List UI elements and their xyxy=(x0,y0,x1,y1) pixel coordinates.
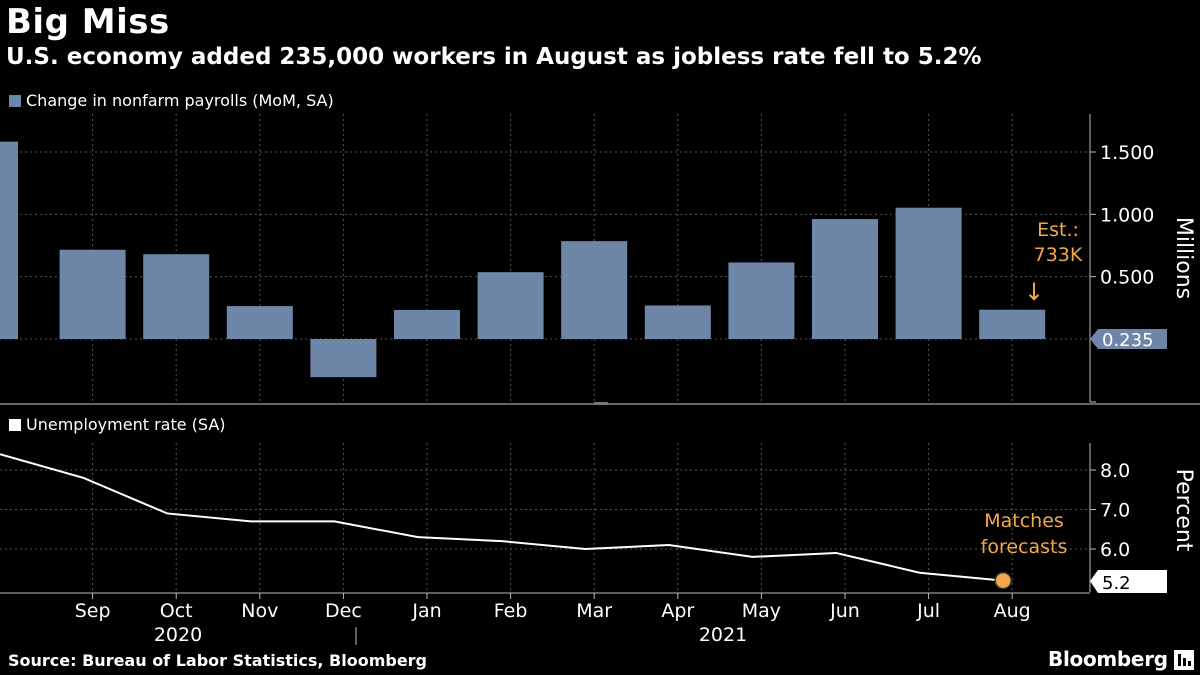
x-month-label: May xyxy=(742,600,781,622)
line-ytick-label: 8.0 xyxy=(1100,460,1130,482)
annotations: 0.235 5.2 Est.: 733K ↓ Matches forecasts xyxy=(981,219,1167,594)
chart-subtitle: U.S. economy added 235,000 workers in Au… xyxy=(6,44,982,70)
bar-ylabel: Millions xyxy=(1171,217,1196,299)
payroll-bar xyxy=(561,241,628,339)
x-month-label: Feb xyxy=(494,600,528,622)
payroll-bar xyxy=(644,305,711,339)
source-note: Source: Bureau of Labor Statistics, Bloo… xyxy=(8,651,428,670)
payroll-bars xyxy=(0,141,1046,378)
line-grid xyxy=(0,443,1090,592)
payroll-bar xyxy=(394,309,460,339)
estimate-annotation-line1: Est.: xyxy=(1037,219,1079,241)
payroll-bar xyxy=(979,309,1046,339)
x-month-label: Jan xyxy=(411,600,441,622)
payroll-bar xyxy=(812,219,878,339)
payroll-bar xyxy=(310,339,377,378)
payroll-bar xyxy=(143,254,210,339)
x-month-label: Mar xyxy=(576,600,612,622)
line-last-value-label: 5.2 xyxy=(1102,573,1131,594)
bar-ytick-label: 1.000 xyxy=(1100,204,1154,226)
line-ytick-label: 7.0 xyxy=(1100,500,1130,522)
x-year-label: 2020 xyxy=(154,624,202,646)
bar-ytick-label: 0.500 xyxy=(1100,267,1154,289)
estimate-annotation-line2: 733K xyxy=(1034,244,1083,266)
unemployment-series-line xyxy=(0,453,1004,582)
unemployment-legend-label: Unemployment rate (SA) xyxy=(26,415,226,434)
payrolls-legend-swatch xyxy=(9,94,21,107)
line-ylabel: Percent xyxy=(1171,469,1196,552)
x-month-label: Oct xyxy=(160,600,193,622)
last-point-marker xyxy=(994,571,1012,590)
payroll-bar xyxy=(895,207,962,339)
payroll-bar xyxy=(728,262,795,339)
line-last-value-tag xyxy=(1090,570,1167,593)
panel-divider-handle xyxy=(594,402,608,405)
bloomberg-terminal-icon xyxy=(1174,650,1194,670)
x-month-label: Dec xyxy=(325,600,362,622)
payroll-bar xyxy=(59,249,126,339)
unemployment-legend: Unemployment rate (SA) xyxy=(9,415,226,434)
axes: 0.0000.5001.0001.5006.07.08.0MillionsPer… xyxy=(0,114,1200,646)
payroll-bar xyxy=(477,272,544,339)
x-month-label: Nov xyxy=(241,600,278,622)
forecast-annotation-line1: Matches xyxy=(984,510,1064,532)
unemployment-legend-swatch xyxy=(9,418,21,431)
unemployment-line xyxy=(0,453,1012,590)
x-month-label: Apr xyxy=(661,600,694,622)
estimate-arrow-icon: ↓ xyxy=(1024,278,1044,306)
payrolls-legend-label: Change in nonfarm payrolls (MoM, SA) xyxy=(26,91,334,110)
bloomberg-logo: Bloomberg xyxy=(1048,647,1168,671)
payroll-bar xyxy=(0,141,18,339)
payrolls-legend: Change in nonfarm payrolls (MoM, SA) xyxy=(9,91,334,110)
x-month-label: Jul xyxy=(916,600,940,622)
x-month-label: Sep xyxy=(75,600,111,622)
forecast-annotation-line2: forecasts xyxy=(981,536,1068,558)
line-ytick-label: 6.0 xyxy=(1100,539,1130,561)
chart-title: Big Miss xyxy=(6,2,170,42)
x-year-label: 2021 xyxy=(699,624,747,646)
payroll-bar xyxy=(226,306,293,339)
bar-last-value-label: 0.235 xyxy=(1102,330,1154,351)
bar-last-value-tag xyxy=(1090,329,1167,349)
bar-ytick-label: 1.500 xyxy=(1100,142,1154,164)
x-month-label: Jun xyxy=(829,600,860,622)
x-month-label: Aug xyxy=(994,600,1031,622)
